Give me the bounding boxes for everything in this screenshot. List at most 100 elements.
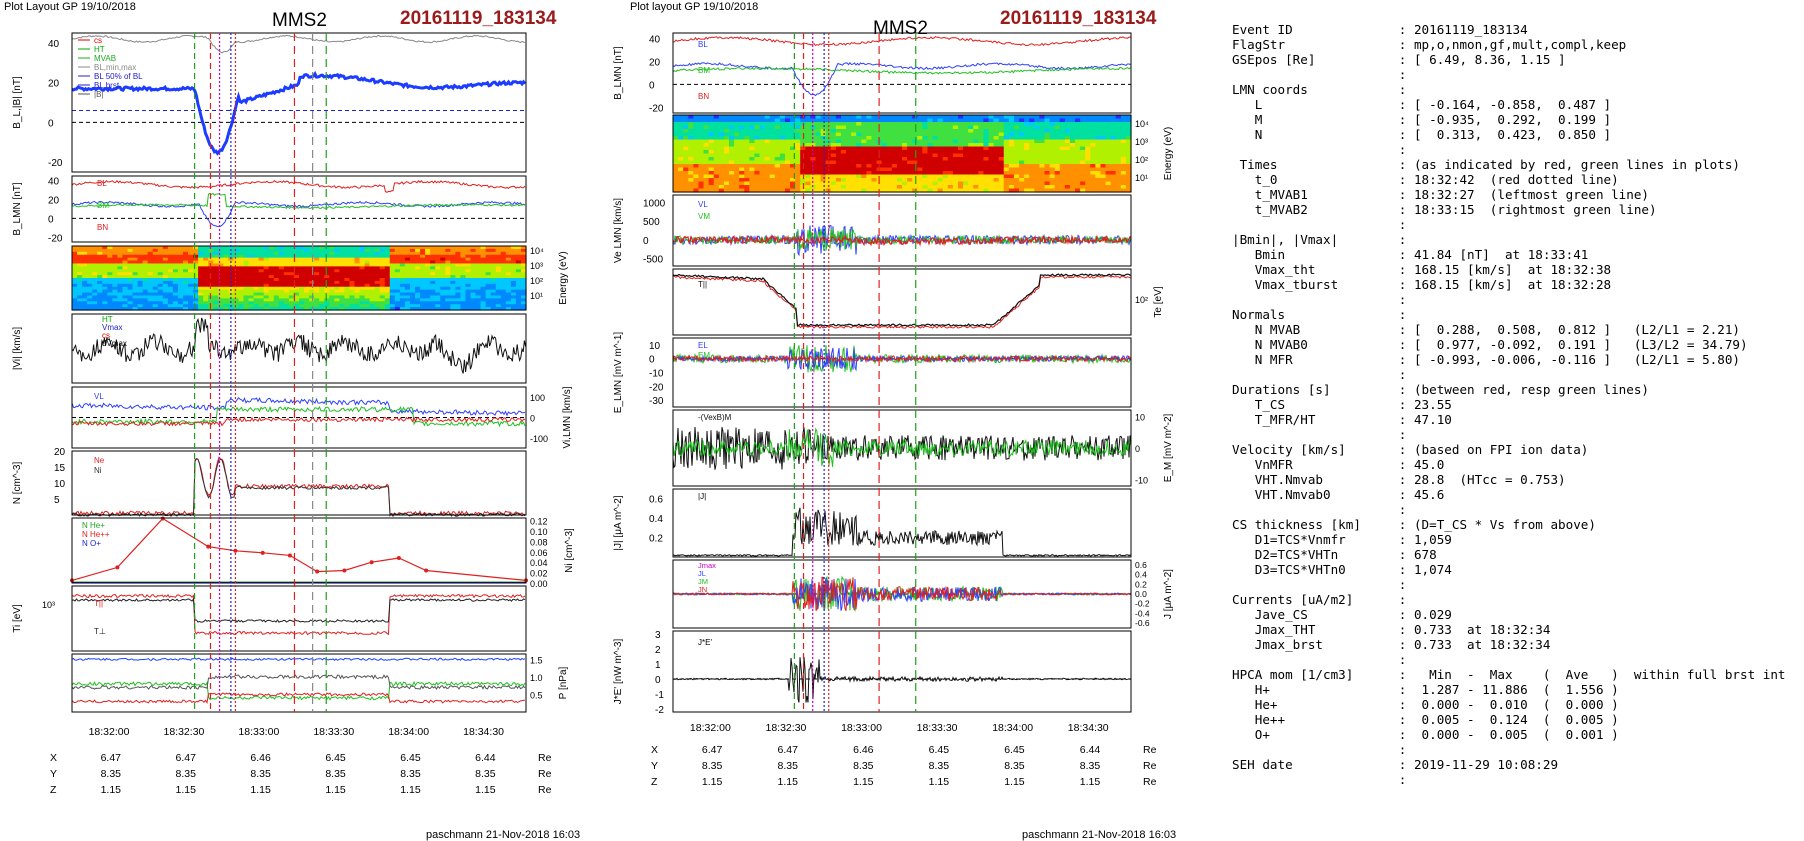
spectro-cell — [293, 257, 300, 262]
spectro-cell — [329, 254, 335, 259]
spectro-cell — [891, 171, 898, 176]
spectro-cell — [678, 125, 684, 130]
spectro-cell — [299, 275, 305, 279]
spectro-cell — [846, 167, 852, 172]
spectro-cell — [92, 280, 98, 285]
spectro-cell — [978, 153, 985, 158]
spectro-cell — [258, 272, 265, 276]
spectro-cell — [871, 115, 878, 120]
spectro-cell — [253, 246, 260, 250]
y-tick-label: 0.02 — [530, 569, 548, 579]
spectro-cell — [460, 292, 467, 297]
spectro-cell — [978, 139, 985, 144]
spectro-cell — [228, 266, 235, 270]
spectro-cell — [314, 263, 320, 267]
spectro-cell — [142, 292, 149, 297]
spectro-cell — [137, 304, 144, 308]
spectro-cell — [485, 289, 492, 294]
legend-entry: VL — [698, 200, 708, 209]
position-value: 6.47 — [702, 744, 723, 756]
spectro-cell — [435, 260, 441, 265]
spectro-cell — [223, 289, 229, 294]
spectro-cell — [1090, 136, 1096, 141]
spectro-cell — [490, 280, 497, 285]
spectro-cell — [162, 251, 169, 256]
spectro-cell — [1090, 122, 1096, 127]
spectro-cell — [673, 167, 679, 172]
spectro-cell — [515, 257, 522, 262]
spectro-cell — [805, 122, 811, 127]
spectro-cell — [339, 251, 345, 256]
spectro-cell — [968, 171, 974, 176]
spectro-cell — [749, 181, 756, 186]
spectro-cell — [1024, 164, 1030, 169]
spectro-cell — [973, 188, 979, 193]
spectro-cell — [840, 160, 847, 165]
spectro-cell — [1003, 171, 1010, 176]
spectro-cell — [1085, 164, 1091, 169]
spectro-cell — [988, 129, 995, 134]
spectro-cell — [698, 115, 705, 120]
spectro-cell — [749, 185, 756, 190]
spectro-cell — [769, 115, 776, 120]
spectro-cell — [152, 298, 159, 302]
spectro-cell — [693, 122, 700, 127]
spectro-cell — [830, 118, 837, 123]
spectro-cell — [1075, 167, 1081, 172]
spectro-cell — [389, 304, 396, 308]
spectro-cell — [744, 160, 750, 165]
spectro-cell — [369, 283, 376, 288]
spectro-cell — [334, 275, 340, 279]
y-tick-label: -10 — [1135, 476, 1148, 486]
spectro-cell — [1024, 129, 1030, 134]
spectro-cell — [861, 174, 867, 179]
spectro-cell — [1095, 125, 1102, 130]
spectro-cell — [759, 122, 766, 127]
spectro-cell — [520, 248, 527, 253]
spectro-cell — [1049, 143, 1056, 148]
spectro-cell — [445, 295, 451, 299]
spectro-cell — [500, 254, 507, 259]
spectro-cell — [728, 139, 735, 144]
spectro-cell — [932, 150, 939, 155]
spectro-cell — [283, 254, 290, 259]
spectro-cell — [957, 139, 964, 144]
spectro-cell — [157, 280, 164, 285]
spectro-cell — [744, 129, 750, 134]
spectro-cell — [273, 248, 280, 253]
spectro-cell — [983, 164, 990, 169]
spectro-cell — [1034, 143, 1040, 148]
spectro-cell — [1059, 125, 1066, 130]
spectro-cell — [891, 129, 898, 134]
spectro-cell — [415, 278, 421, 282]
spectro-cell — [177, 280, 184, 285]
spectro-cell — [922, 174, 929, 179]
spectro-cell — [754, 181, 761, 186]
spectro-cell — [1095, 139, 1102, 144]
spectro-cell — [734, 157, 740, 162]
spectro-cell — [1110, 146, 1117, 151]
spectro-cell — [188, 289, 194, 294]
spectro-cell — [1059, 118, 1066, 123]
spectro-cell — [744, 118, 750, 123]
spectro-cell — [886, 171, 893, 176]
spectro-cell — [288, 304, 295, 308]
y-tick-label: 0 — [48, 214, 54, 225]
spectro-cell — [942, 167, 949, 172]
info-line: HPCA mom [1/cm3] : Min - Max ( Ave ) wit… — [1232, 667, 1786, 682]
spectro-cell — [1003, 115, 1010, 120]
spectro-cell — [374, 257, 381, 262]
spectro-cell — [1100, 181, 1107, 186]
spectro-cell — [359, 304, 366, 308]
spectro-cell — [349, 292, 356, 297]
spectro-cell — [698, 160, 705, 165]
spectro-cell — [1008, 157, 1015, 162]
spectro-cell — [238, 254, 245, 259]
spectro-cell — [713, 153, 720, 158]
spectro-cell — [912, 178, 918, 183]
spectro-cell — [871, 157, 878, 162]
spectro-cell — [952, 150, 959, 155]
spectro-cell — [1024, 188, 1030, 193]
spectro-cell — [258, 304, 265, 308]
spectro-cell — [445, 289, 451, 294]
